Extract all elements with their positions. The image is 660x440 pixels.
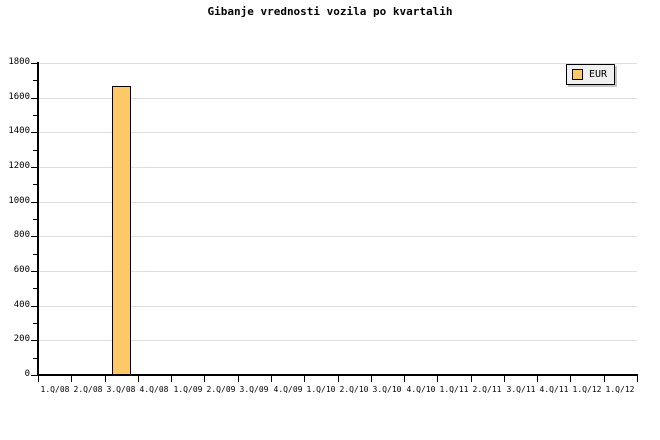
y-axis-label: 1200 [8,161,30,171]
x-axis-tick [238,376,239,382]
x-axis-label: 1.Q/08 [40,385,70,394]
x-axis-label: 2.Q/09 [206,385,236,394]
y-axis-line [37,62,39,376]
x-axis-tick [171,376,172,382]
y-axis-tick-minor [33,254,38,255]
x-axis-tick [371,376,372,382]
x-axis-tick [38,376,39,382]
y-axis-tick-minor [33,184,38,185]
plot-area [38,63,637,375]
chart-title: Gibanje vrednosti vozila po kvartalih [207,5,453,18]
y-axis-tick-minor [33,323,38,324]
x-axis-label: 2.Q/11 [472,385,502,394]
gridline [38,98,637,99]
x-axis-tick [105,376,106,382]
x-axis-tick [537,376,538,382]
x-axis-label: 4.Q/11 [539,385,569,394]
x-axis-tick [271,376,272,382]
y-axis-label: 800 [13,230,30,240]
legend-label-eur: EUR [589,69,608,80]
y-axis-tick-minor [33,80,38,81]
y-axis-tick-minor [33,358,38,359]
x-axis-label: 1.Q/12 [572,385,602,394]
gridline [38,63,637,64]
x-axis-label: 3.Q/11 [506,385,536,394]
y-axis-label: 1600 [8,92,30,102]
gridline [38,271,637,272]
y-axis-label: 1800 [8,57,30,67]
y-axis-tick-minor [33,150,38,151]
y-axis-tick-minor [33,288,38,289]
y-axis-tick-major [31,132,38,133]
x-axis-tick [338,376,339,382]
y-axis-tick-major [31,375,38,376]
bar[interactable] [112,86,131,375]
gridline [38,132,637,133]
x-axis-label: 2.Q/10 [339,385,369,394]
gridline [38,340,637,341]
x-axis-tick [504,376,505,382]
gridline [38,202,637,203]
y-axis-tick-major [31,306,38,307]
x-axis-tick [437,376,438,382]
x-axis-label: 1.Q/09 [173,385,203,394]
y-axis-label: 200 [13,334,30,344]
x-axis-label: 4.Q/08 [139,385,169,394]
y-axis-label: 0 [24,369,30,379]
x-axis-tick [204,376,205,382]
x-axis-label: 3.Q/09 [239,385,269,394]
y-axis-tick-minor [33,219,38,220]
y-axis-tick-major [31,236,38,237]
x-axis-label: 3.Q/08 [106,385,136,394]
x-axis-label: 1.Q/10 [306,385,336,394]
gridline [38,306,637,307]
y-axis-label: 1400 [8,126,30,136]
y-axis-tick-major [31,340,38,341]
x-axis-tick [71,376,72,382]
x-axis-label: 4.Q/10 [406,385,436,394]
y-axis-tick-minor [33,115,38,116]
x-axis-tick [637,376,638,382]
y-axis-label: 600 [13,265,30,275]
x-axis-label: 1.Q/12 [605,385,635,394]
gridline [38,167,637,168]
legend-swatch-eur [572,69,583,80]
y-axis-labels: 0 200 400 600 800 1000 1200 1400 1600 1800 [0,0,30,440]
x-axis-tick [304,376,305,382]
x-axis-label: 3.Q/10 [372,385,402,394]
x-axis-tick [404,376,405,382]
y-axis-tick-major [31,98,38,99]
x-axis-line [37,374,638,376]
x-axis-label: 4.Q/09 [273,385,303,394]
x-axis-tick [471,376,472,382]
chart-legend[interactable]: EUR [566,64,616,85]
y-axis-tick-major [31,202,38,203]
x-axis-label: 2.Q/08 [73,385,103,394]
y-axis-tick-major [31,63,38,64]
x-axis-tick [604,376,605,382]
x-axis-tick [570,376,571,382]
y-axis-label: 400 [13,300,30,310]
x-axis-label: 1.Q/11 [439,385,469,394]
gridline [38,236,637,237]
y-axis-label: 1000 [8,196,30,206]
y-axis-tick-major [31,271,38,272]
x-axis-tick [138,376,139,382]
y-axis-tick-major [31,167,38,168]
